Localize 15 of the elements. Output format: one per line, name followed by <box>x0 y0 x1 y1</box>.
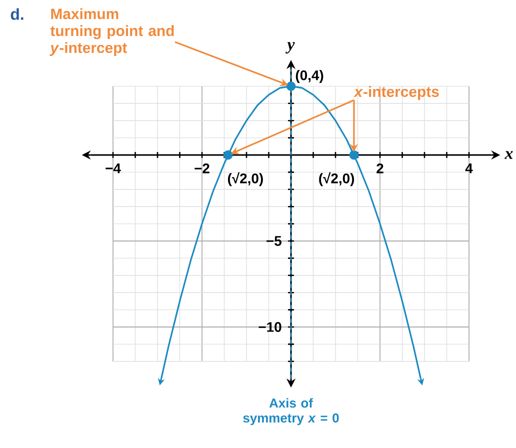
annotation: (√2,0) <box>228 172 263 186</box>
x-tick-label: −4 <box>106 164 121 174</box>
chart-title: d. <box>10 8 24 20</box>
annotation: (0,4) <box>296 70 324 83</box>
x-axis-title: x <box>504 151 513 159</box>
annotation: Maximum turning point and y-intercept <box>50 8 174 56</box>
x-tick-label: 2 <box>376 163 384 174</box>
ref-line-label: Axis of symmetry x = 0 <box>243 398 339 426</box>
y-tick-label: −10 <box>258 322 282 332</box>
y-axis-title: y <box>286 42 295 54</box>
annotation: x-intercepts <box>354 86 439 100</box>
y-tick-label: −5 <box>266 236 282 246</box>
annotation: (√2,0) <box>319 172 354 186</box>
x-tick-label: −2 <box>194 163 210 174</box>
x-tick-label: 4 <box>465 164 473 174</box>
